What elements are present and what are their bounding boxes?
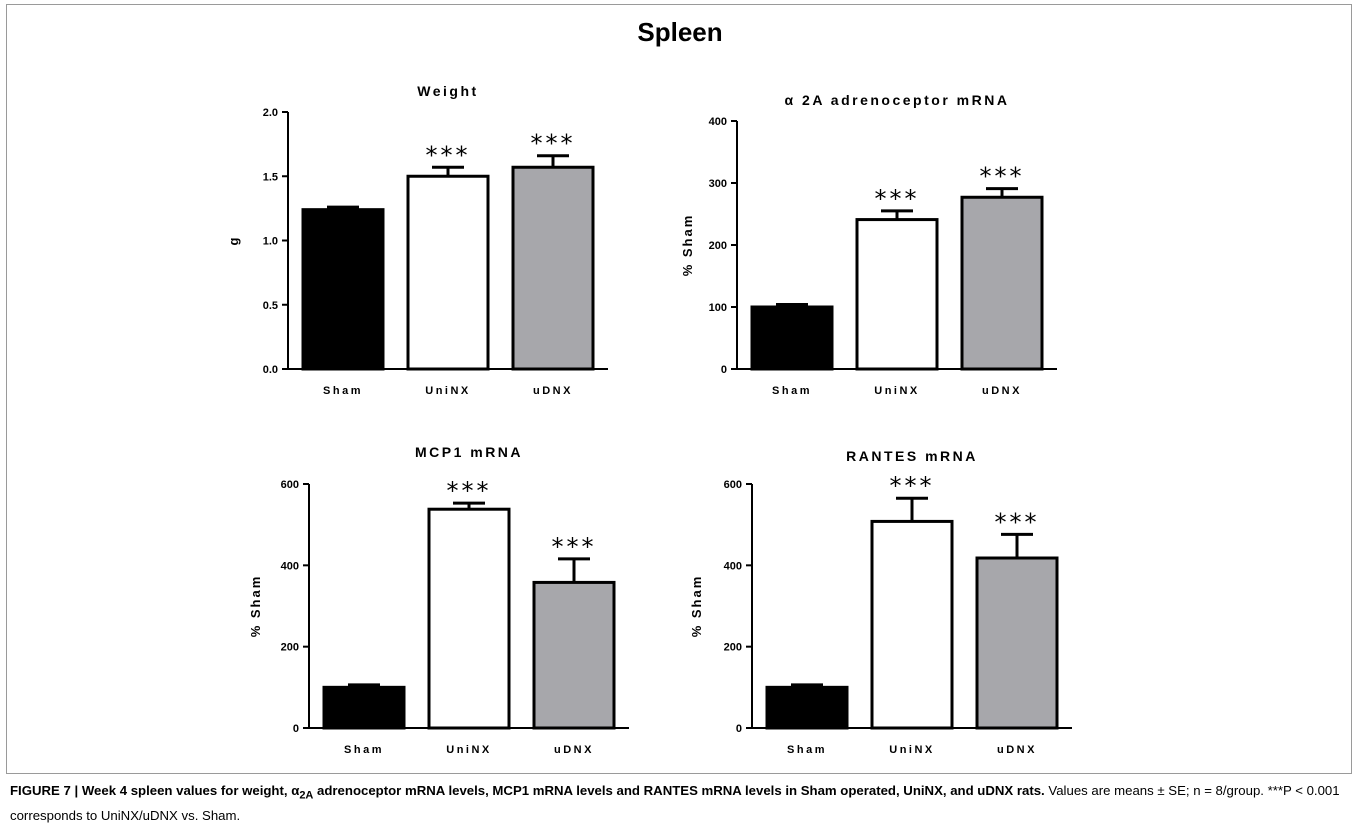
chart-mcp1: MCP1 mRNA % Sham 0 200 400 600 Sham *** UniNX ***… [248,444,629,756]
figure-title: Spleen [637,17,723,47]
y-tick-label: 400 [281,560,299,572]
x-tick-label: uDNX [982,385,1022,397]
x-tick-label: uDNX [554,744,594,756]
chart-title: RANTES mRNA [846,448,978,464]
x-tick-label: UniNX [889,744,935,756]
y-tick-label: 200 [724,642,742,654]
y-tick-label: 0 [293,723,299,735]
bar-sham [765,685,849,730]
figure-frame: Spleen [6,4,1352,774]
bar-udnx [511,165,595,371]
caption-bold-sub: 2A [299,789,314,802]
x-tick-label: UniNX [446,744,492,756]
y-axis-label: % Sham [680,214,695,277]
x-tick-label: uDNX [533,385,573,397]
y-tick-label: 0.0 [263,364,278,376]
x-tick-label: Sham [787,744,827,756]
y-axis-label: % Sham [248,575,263,638]
bar-sham [322,685,406,730]
significance-label: *** [552,533,597,561]
bar-uninx [427,507,511,730]
x-tick-label: Sham [323,385,363,397]
caption-text: Values are means ± SE; n = 8/group. ***P… [10,783,1340,823]
y-tick-label: 300 [709,178,727,190]
bar-udnx [975,556,1059,730]
y-tick-label: 1.0 [263,236,278,248]
chart-title: Weight [417,83,478,99]
bar-uninx [406,174,490,371]
y-tick-label: 0 [736,723,742,735]
x-tick-label: UniNX [425,385,471,397]
y-tick-label: 200 [281,642,299,654]
caption-bold-prefix: FIGURE 7 | Week 4 spleen values for weig… [10,783,300,798]
significance-label: *** [980,163,1025,191]
caption-bold-suffix: adrenoceptor mRNA levels, MCP1 mRNA leve… [313,783,1045,798]
significance-label: *** [875,185,920,213]
x-tick-label: uDNX [997,744,1037,756]
y-tick-label: 600 [281,479,299,491]
y-tick-label: 200 [709,240,727,252]
y-tick-label: 1.5 [263,171,278,183]
significance-label: *** [447,477,492,505]
y-axis-label: g [226,236,241,246]
chart-title: α 2A adrenoceptor mRNA [785,92,1010,108]
chart-title: MCP1 mRNA [415,444,523,460]
x-tick-label: Sham [772,385,812,397]
bar-sham [750,305,834,371]
y-axis-label: % Sham [689,575,704,638]
chart-alpha2a: α 2A adrenoceptor mRNA % Sham 0 100 200 300 40… [680,92,1057,397]
chart-weight: Weight g 0.0 0.5 1.0 1.5 2.0 Sham *** UniNX *** uDN… [226,83,608,397]
significance-label: *** [995,508,1040,536]
bar-uninx [870,519,954,730]
y-tick-label: 600 [724,479,742,491]
y-tick-label: 400 [724,560,742,572]
y-tick-label: 2.0 [263,107,278,119]
figure-caption: FIGURE 7 | Week 4 spleen values for weig… [10,781,1350,825]
chart-rantes: RANTES mRNA % Sham 0 200 400 600 Sham *** UniNX *… [689,448,1072,756]
bar-udnx [532,580,616,730]
bar-uninx [855,218,939,371]
y-tick-label: 0 [721,364,727,376]
x-tick-label: UniNX [874,385,920,397]
significance-label: *** [531,130,576,158]
bar-sham [301,208,385,371]
bar-udnx [960,195,1044,371]
y-tick-label: 400 [709,116,727,128]
y-tick-label: 0.5 [263,300,278,312]
significance-label: *** [426,141,471,169]
y-tick-label: 100 [709,302,727,314]
x-tick-label: Sham [344,744,384,756]
significance-label: *** [890,472,935,500]
